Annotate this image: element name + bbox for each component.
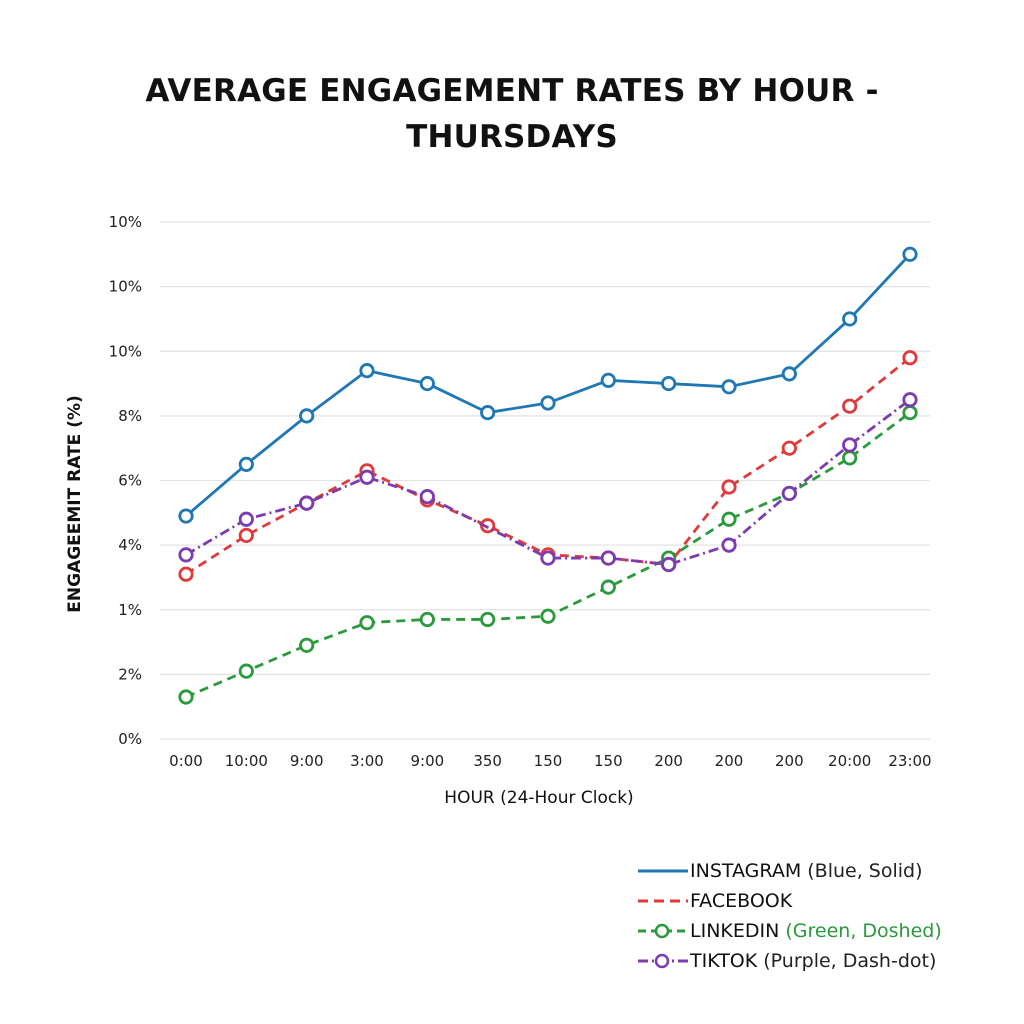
x-tick-label: 200: [715, 752, 744, 770]
y-tick-labels: 0% 2% 1% 4% 6% 8% 10% 10% 10%: [109, 213, 142, 748]
x-tick-label: 200: [775, 752, 804, 770]
data-point-linkedin[interactable]: [359, 615, 375, 631]
y-tick-label: 6%: [118, 472, 142, 490]
data-point-tiktok[interactable]: [299, 495, 315, 511]
x-tick-label: 150: [534, 752, 563, 770]
data-point-instagram[interactable]: [238, 456, 254, 472]
x-tick-label: 3:00: [350, 752, 384, 770]
legend-label-linkedin: LINKEDIN: [690, 920, 780, 942]
legend-label-facebook: FACEBOOK: [690, 890, 793, 912]
x-tick-label: 350: [473, 752, 502, 770]
data-point-linkedin[interactable]: [419, 611, 435, 628]
y-tick-label: 0%: [118, 730, 142, 748]
x-tick-label: 9:00: [290, 752, 324, 770]
data-point-tiktok[interactable]: [419, 489, 435, 505]
x-tick-label: 23:00: [888, 752, 931, 770]
data-point-tiktok[interactable]: [540, 550, 556, 566]
data-point-instagram[interactable]: [299, 408, 315, 424]
series-line-facebook: [185, 356, 911, 576]
legend-swatch-linkedin: [638, 923, 688, 939]
x-axis-label: HOUR (24-Hour Clock): [444, 788, 633, 808]
data-point-instagram[interactable]: [781, 366, 797, 382]
y-tick-label: 8%: [118, 407, 142, 425]
legend-item-tiktok[interactable]: TIKTOK (Purple, Dash-dot): [636, 946, 1016, 976]
data-point-facebook[interactable]: [781, 440, 797, 456]
legend: INSTAGRAM (Blue, Solid) FACEBOOK LINKEDI…: [636, 856, 1016, 976]
data-point-instagram[interactable]: [600, 372, 616, 388]
data-point-instagram[interactable]: [178, 508, 194, 524]
x-tick-label: 20:00: [828, 752, 871, 770]
data-point-linkedin[interactable]: [721, 511, 737, 527]
data-point-instagram[interactable]: [842, 311, 858, 327]
legend-swatch-tiktok: [638, 953, 688, 969]
legend-swatch-instagram: [638, 869, 688, 873]
data-point-instagram[interactable]: [540, 395, 556, 411]
data-point-facebook[interactable]: [178, 566, 194, 582]
series-instagram: [178, 246, 918, 524]
legend-item-linkedin[interactable]: LINKEDIN (Green, Doshed): [636, 916, 1016, 946]
data-point-tiktok[interactable]: [178, 547, 194, 563]
x-tick-label: 150: [594, 752, 623, 770]
data-point-linkedin[interactable]: [178, 689, 194, 705]
x-tick-label: 200: [654, 752, 683, 770]
data-point-linkedin[interactable]: [540, 608, 556, 624]
data-point-instagram[interactable]: [480, 405, 496, 421]
legend-label-tiktok: TIKTOK: [690, 950, 758, 972]
series-line-tiktok: [185, 398, 911, 566]
data-point-linkedin[interactable]: [480, 611, 496, 628]
legend-swatch-facebook: [638, 899, 688, 903]
y-tick-label: 4%: [118, 536, 142, 554]
data-point-linkedin[interactable]: [299, 637, 315, 653]
legend-note-linkedin: (Green, Doshed): [785, 920, 942, 942]
data-point-instagram[interactable]: [419, 375, 435, 392]
x-tick-label: 10:00: [225, 752, 268, 770]
legend-label-instagram: INSTAGRAM: [690, 860, 802, 882]
data-point-tiktok[interactable]: [238, 511, 254, 527]
y-tick-label: 10%: [109, 278, 142, 296]
data-point-instagram[interactable]: [661, 375, 677, 392]
data-point-tiktok[interactable]: [902, 392, 918, 408]
chart-title-line-2: THURSDAYS: [406, 119, 618, 155]
data-point-facebook[interactable]: [238, 527, 254, 544]
series-group: [178, 246, 918, 705]
legend-item-instagram[interactable]: INSTAGRAM (Blue, Solid): [636, 856, 1016, 886]
legend-note-tiktok: (Purple, Dash-dot): [763, 950, 937, 972]
x-tick-label: 0:00: [169, 752, 203, 770]
chart-title-line-1: AVERAGE ENGAGEMENT RATES BY HOUR -: [145, 73, 879, 109]
data-point-tiktok[interactable]: [600, 550, 616, 566]
data-point-linkedin[interactable]: [842, 450, 858, 466]
data-point-instagram[interactable]: [721, 379, 737, 395]
data-point-instagram[interactable]: [359, 363, 375, 379]
chart-title: AVERAGE ENGAGEMENT RATES BY HOUR - THURS…: [0, 68, 1024, 160]
data-point-facebook[interactable]: [721, 479, 737, 495]
gridlines: [160, 221, 930, 740]
series-tiktok: [178, 392, 918, 573]
data-point-facebook[interactable]: [842, 398, 858, 414]
legend-item-facebook[interactable]: FACEBOOK: [636, 886, 1016, 916]
y-axis-label: ENGAGEEMIT RATE (%): [65, 395, 85, 613]
data-point-tiktok[interactable]: [721, 537, 737, 553]
series-facebook: [178, 350, 918, 582]
data-point-tiktok[interactable]: [661, 556, 677, 573]
data-point-instagram[interactable]: [902, 246, 918, 262]
y-tick-label: 10%: [109, 213, 142, 231]
x-tick-labels: 0:00 10:00 9:00 3:00 9:00 350 150 150 200 200 200 2…: [169, 752, 931, 770]
data-point-linkedin[interactable]: [902, 405, 918, 421]
y-tick-label: 2%: [118, 665, 142, 683]
data-point-tiktok[interactable]: [359, 469, 375, 485]
data-point-facebook[interactable]: [902, 350, 918, 366]
series-line-instagram: [185, 253, 912, 518]
y-tick-label: 10%: [109, 342, 142, 360]
y-tick-label: 1%: [118, 601, 142, 619]
data-point-tiktok[interactable]: [842, 437, 858, 453]
data-point-linkedin[interactable]: [238, 663, 254, 679]
data-point-linkedin[interactable]: [600, 579, 616, 595]
legend-note-instagram: (Blue, Solid): [807, 860, 923, 882]
data-point-tiktok[interactable]: [781, 485, 797, 502]
x-tick-label: 9:00: [410, 752, 444, 770]
